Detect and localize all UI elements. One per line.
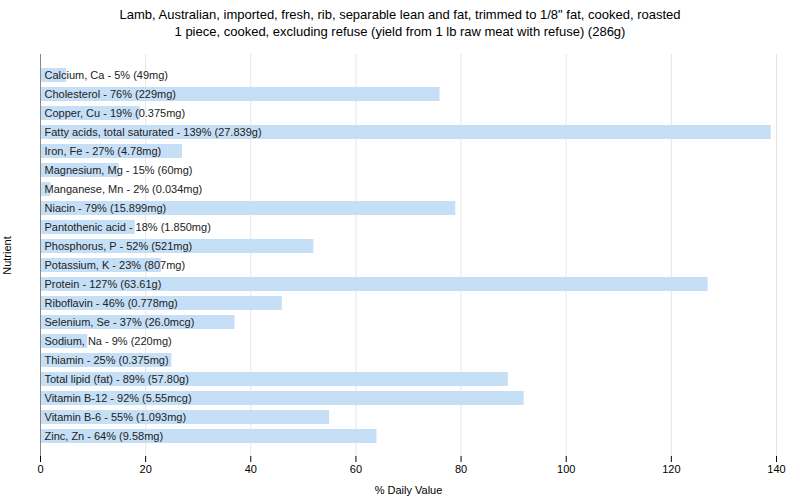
svg-text:120: 120 (662, 463, 680, 475)
svg-text:Pantothenic acid - 18% (1.850m: Pantothenic acid - 18% (1.850mg) (45, 221, 211, 233)
svg-text:Vitamin B-6 - 55% (1.093mg): Vitamin B-6 - 55% (1.093mg) (45, 411, 187, 423)
svg-text:Magnesium, Mg - 15% (60mg): Magnesium, Mg - 15% (60mg) (45, 164, 193, 176)
svg-text:Niacin - 79% (15.899mg): Niacin - 79% (15.899mg) (45, 202, 167, 214)
svg-text:Manganese, Mn - 2% (0.034mg): Manganese, Mn - 2% (0.034mg) (45, 183, 203, 195)
svg-text:Potassium, K - 23% (807mg): Potassium, K - 23% (807mg) (45, 259, 186, 271)
svg-text:Riboflavin - 46% (0.778mg): Riboflavin - 46% (0.778mg) (45, 297, 178, 309)
svg-text:Thiamin - 25% (0.375mg): Thiamin - 25% (0.375mg) (45, 354, 169, 366)
svg-text:40: 40 (245, 463, 257, 475)
svg-text:Calcium, Ca - 5% (49mg): Calcium, Ca - 5% (49mg) (45, 69, 168, 81)
svg-text:140: 140 (767, 463, 785, 475)
svg-text:Cholesterol - 76% (229mg): Cholesterol - 76% (229mg) (45, 88, 176, 100)
svg-text:Phosphorus, P - 52% (521mg): Phosphorus, P - 52% (521mg) (45, 240, 193, 252)
svg-text:20: 20 (140, 463, 152, 475)
svg-text:Total lipid (fat) - 89% (57.80: Total lipid (fat) - 89% (57.80g) (45, 373, 189, 385)
svg-text:Protein - 127% (63.61g): Protein - 127% (63.61g) (45, 278, 162, 290)
html-text:Lamb, Australian, imported, fr: Lamb, Australian, imported, fresh, rib, … (119, 7, 681, 39)
svg-text:Copper, Cu - 19% (0.375mg): Copper, Cu - 19% (0.375mg) (45, 107, 186, 119)
svg-text:Vitamin B-12 - 92% (5.55mcg): Vitamin B-12 - 92% (5.55mcg) (45, 392, 192, 404)
svg-text:% Daily Value: % Daily Value (375, 484, 443, 496)
svg-text:0: 0 (37, 463, 43, 475)
svg-text:60: 60 (350, 463, 362, 475)
svg-text:Sodium, Na - 9% (220mg): Sodium, Na - 9% (220mg) (45, 335, 172, 347)
svg-text:Zinc, Zn - 64% (9.58mg): Zinc, Zn - 64% (9.58mg) (45, 430, 164, 442)
svg-text:Fatty acids, total saturated -: Fatty acids, total saturated - 139% (27.… (45, 126, 262, 138)
svg-text:100: 100 (557, 463, 575, 475)
svg-text:Nutrient: Nutrient (1, 236, 13, 275)
svg-text:80: 80 (455, 463, 467, 475)
svg-text:Iron, Fe - 27% (4.78mg): Iron, Fe - 27% (4.78mg) (45, 145, 162, 157)
svg-text:Selenium, Se - 37% (26.0mcg): Selenium, Se - 37% (26.0mcg) (45, 316, 195, 328)
